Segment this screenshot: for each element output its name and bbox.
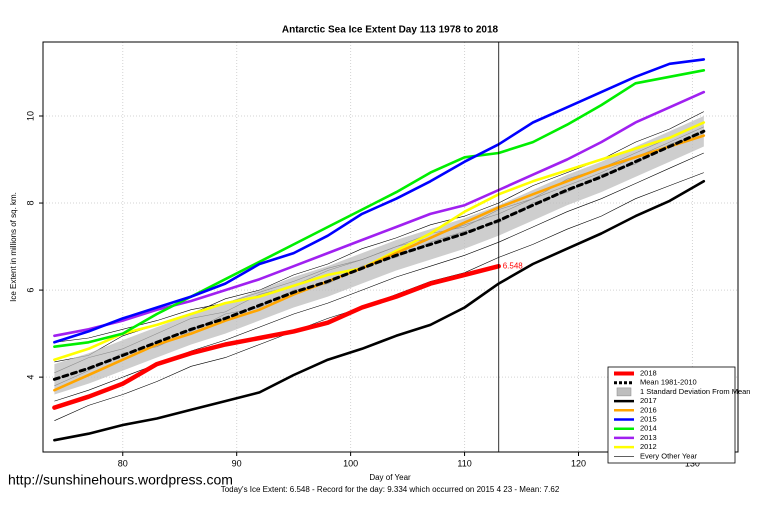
- series-line: [53, 69, 706, 348]
- y-tick-label: 4: [25, 375, 35, 380]
- y-tick-label: 8: [25, 201, 35, 206]
- legend-label: 2012: [640, 442, 657, 451]
- y-tick-label: 10: [25, 111, 35, 121]
- legend-swatch: [616, 387, 632, 397]
- legend-label: 1 Standard Deviation From Mean: [640, 387, 750, 396]
- legend-label: 2015: [640, 414, 657, 423]
- chart-title: Antarctic Sea Ice Extent Day 113 1978 to…: [282, 25, 499, 36]
- footer: Today's Ice Extent: 6.548 - Record for t…: [221, 485, 560, 494]
- x-tick-label: 100: [343, 458, 358, 468]
- legend-label: 2013: [640, 433, 657, 442]
- legend-label: Every Other Year: [640, 451, 698, 460]
- x-tick-label: 110: [457, 458, 471, 468]
- plot-frame: [42, 41, 739, 453]
- legend-label: Mean 1981-2010: [640, 378, 697, 387]
- watermark: http://sunshinehours.wordpress.com: [8, 472, 233, 488]
- x-axis-label: Day of Year: [369, 473, 411, 482]
- series-line: [52, 263, 501, 410]
- legend-label: 2016: [640, 405, 657, 414]
- y-tick-label: 6: [25, 288, 35, 293]
- x-tick-label: 120: [571, 458, 586, 468]
- series-line: [53, 90, 706, 338]
- legend-label: 2018: [640, 368, 657, 377]
- value-label: 6.548: [503, 261, 524, 270]
- x-tick-label: 80: [118, 458, 128, 468]
- x-tick-label: 90: [232, 458, 242, 468]
- legend-label: 2014: [640, 424, 657, 433]
- series-line: [52, 129, 706, 381]
- series-line: [53, 58, 706, 344]
- legend-label: 2017: [640, 396, 657, 405]
- y-axis-label: Ice Extent in millions of sq. km.: [9, 192, 18, 302]
- series-line: [53, 180, 706, 442]
